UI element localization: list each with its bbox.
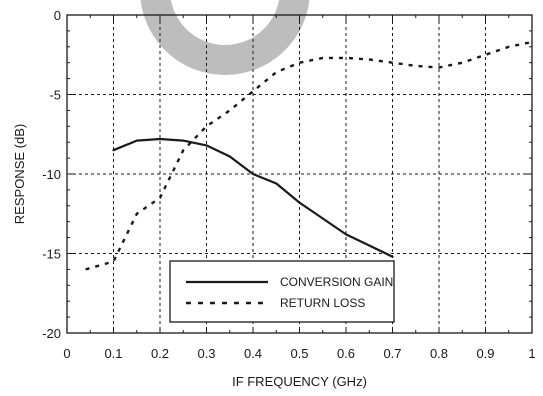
legend-label-conversion-gain: CONVERSION GAIN bbox=[280, 275, 393, 289]
y-tick-label: -10 bbox=[42, 167, 61, 182]
legend-label-return-loss: RETURN LOSS bbox=[280, 296, 365, 310]
series-group bbox=[85, 40, 533, 271]
x-tick-label: 0.1 bbox=[104, 346, 122, 361]
y-tick-label: -5 bbox=[49, 88, 61, 103]
x-tick-label: 0.7 bbox=[383, 346, 401, 361]
x-tick-label: 0.4 bbox=[244, 346, 262, 361]
x-tick-label: 0.2 bbox=[151, 346, 169, 361]
watermark-arc-shape bbox=[140, 0, 310, 75]
x-axis-label: IF FREQUENCY (GHz) bbox=[232, 374, 367, 389]
y-tick-label: -20 bbox=[42, 326, 61, 341]
x-tick-label: 0.6 bbox=[337, 346, 355, 361]
x-tick-label: 1 bbox=[528, 346, 535, 361]
y-axis-label: RESPONSE (dB) bbox=[12, 124, 27, 224]
series-line-return-loss bbox=[85, 40, 533, 271]
x-tick-label: 0.5 bbox=[290, 346, 308, 361]
x-tick-label: 0.8 bbox=[430, 346, 448, 361]
series-line-conversion-gain bbox=[112, 137, 394, 258]
x-tick-label: 0.3 bbox=[197, 346, 215, 361]
legend: CONVERSION GAIN RETURN LOSS bbox=[169, 260, 395, 323]
x-tick-labels: 0 0.1 0.2 0.3 0.4 0.5 0.6 0.7 0.8 0.9 1 bbox=[63, 346, 535, 361]
x-tick-label: 0.9 bbox=[476, 346, 494, 361]
y-tick-label: 0 bbox=[54, 8, 61, 23]
y-tick-labels: 0 -5 -10 -15 -20 bbox=[42, 8, 61, 341]
legend-box bbox=[169, 260, 395, 323]
axis-ticks bbox=[66, 14, 533, 334]
x-tick-label: 0 bbox=[63, 346, 70, 361]
watermark-arc bbox=[140, 0, 310, 75]
y-tick-label: -15 bbox=[42, 247, 61, 262]
